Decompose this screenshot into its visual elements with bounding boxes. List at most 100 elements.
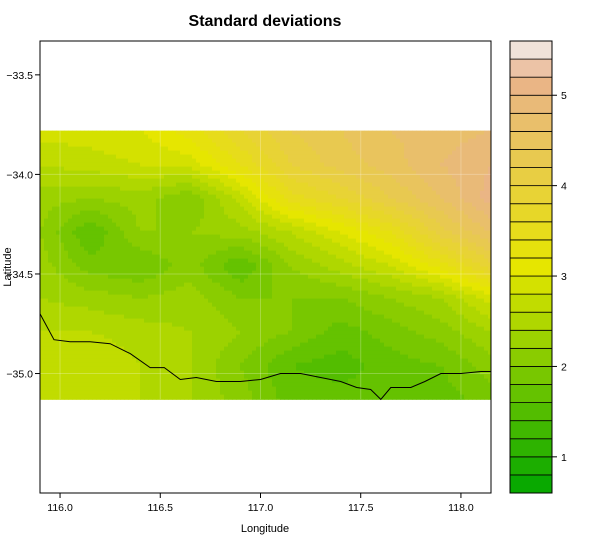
contour-cell bbox=[332, 186, 337, 192]
contour-cell bbox=[52, 146, 57, 152]
contour-cell bbox=[64, 218, 69, 224]
contour-cell bbox=[300, 166, 305, 172]
contour-cell bbox=[180, 250, 185, 256]
contour-cell bbox=[64, 230, 69, 236]
contour-cell bbox=[464, 238, 469, 244]
contour-cell bbox=[480, 130, 485, 136]
contour-cell bbox=[260, 242, 265, 248]
contour-cell bbox=[388, 206, 393, 212]
contour-cell bbox=[204, 234, 209, 240]
contour-cell bbox=[316, 294, 321, 300]
contour-cell bbox=[368, 242, 373, 248]
contour-cell bbox=[292, 270, 297, 276]
contour-cell bbox=[224, 262, 229, 268]
contour-cell bbox=[412, 166, 417, 172]
contour-cell bbox=[176, 234, 181, 240]
contour-cell bbox=[376, 290, 381, 296]
contour-cell bbox=[372, 302, 377, 308]
contour-cell bbox=[112, 162, 117, 168]
contour-cell bbox=[52, 294, 57, 300]
contour-cell bbox=[380, 170, 385, 176]
contour-cell bbox=[184, 142, 189, 148]
contour-cell bbox=[328, 222, 333, 228]
contour-cell bbox=[320, 150, 325, 156]
contour-cell bbox=[108, 130, 113, 136]
contour-cell bbox=[360, 206, 365, 212]
contour-cell bbox=[404, 194, 409, 200]
contour-cell bbox=[456, 278, 461, 284]
contour-cell bbox=[124, 182, 129, 188]
contour-cell bbox=[144, 214, 149, 220]
contour-cell bbox=[144, 138, 149, 144]
contour-cell bbox=[268, 226, 273, 232]
contour-cell bbox=[432, 274, 437, 280]
contour-cell bbox=[284, 198, 289, 204]
contour-cell bbox=[304, 178, 309, 184]
contour-cell bbox=[132, 178, 137, 184]
contour-cell bbox=[160, 254, 165, 260]
contour-cell bbox=[276, 142, 281, 148]
contour-cell bbox=[200, 170, 205, 176]
contour-cell bbox=[448, 246, 453, 252]
contour-cell bbox=[404, 178, 409, 184]
contour-cell bbox=[84, 138, 89, 144]
contour-cell bbox=[428, 194, 433, 200]
contour-cell bbox=[248, 286, 253, 292]
contour-cell bbox=[268, 262, 273, 268]
contour-cell bbox=[48, 182, 53, 188]
contour-cell bbox=[176, 162, 181, 168]
contour-cell bbox=[80, 190, 85, 196]
contour-cell bbox=[104, 190, 109, 196]
contour-cell bbox=[472, 134, 477, 140]
contour-cell bbox=[264, 154, 269, 160]
contour-cell bbox=[84, 142, 89, 148]
contour-cell bbox=[200, 242, 205, 248]
contour-cell bbox=[256, 222, 261, 228]
contour-cell bbox=[40, 274, 45, 280]
contour-cell bbox=[396, 222, 401, 228]
contour-cell bbox=[184, 210, 189, 216]
contour-cell bbox=[216, 230, 221, 236]
contour-cell bbox=[176, 250, 181, 256]
contour-cell bbox=[440, 158, 445, 164]
contour-cell bbox=[428, 162, 433, 168]
contour-cell bbox=[176, 282, 181, 288]
contour-cell bbox=[188, 230, 193, 236]
contour-cell bbox=[404, 210, 409, 216]
contour-cell bbox=[416, 290, 421, 296]
contour-cell bbox=[176, 170, 181, 176]
contour-cell bbox=[336, 282, 341, 288]
contour-cell bbox=[124, 238, 129, 244]
contour-cell bbox=[324, 214, 329, 220]
contour-cell bbox=[56, 230, 61, 236]
contour-cell bbox=[124, 234, 129, 240]
contour-cell bbox=[80, 226, 85, 232]
contour-cell bbox=[236, 282, 241, 288]
contour-cell bbox=[264, 230, 269, 236]
contour-cell bbox=[56, 194, 61, 200]
contour-cell bbox=[296, 190, 301, 196]
contour-cell bbox=[296, 214, 301, 220]
contour-cell bbox=[184, 222, 189, 228]
contour-cell bbox=[336, 162, 341, 168]
contour-cell bbox=[420, 206, 425, 212]
contour-cell bbox=[348, 170, 353, 176]
contour-cell bbox=[184, 278, 189, 284]
contour-cell bbox=[160, 162, 165, 168]
contour-cell bbox=[80, 198, 85, 204]
contour-cell bbox=[312, 182, 317, 188]
contour-cell bbox=[128, 286, 133, 292]
contour-cell bbox=[444, 166, 449, 172]
contour-cell bbox=[228, 214, 233, 220]
contour-cell bbox=[76, 142, 81, 148]
contour-cell bbox=[176, 226, 181, 232]
contour-cell bbox=[184, 302, 189, 308]
contour-cell bbox=[44, 146, 49, 152]
contour-cell bbox=[392, 238, 397, 244]
contour-cell bbox=[412, 158, 417, 164]
contour-cell bbox=[96, 278, 101, 284]
contour-cell bbox=[288, 210, 293, 216]
contour-cell bbox=[188, 214, 193, 220]
contour-cell bbox=[276, 298, 281, 304]
contour-cell bbox=[416, 178, 421, 184]
